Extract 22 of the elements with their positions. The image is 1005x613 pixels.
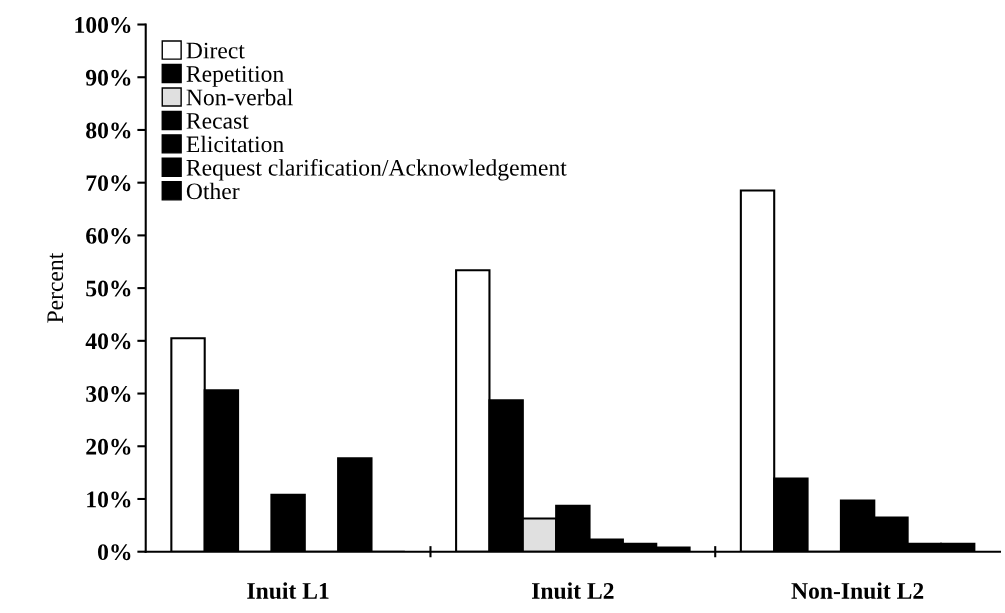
y-tick-label: 20% <box>86 438 131 455</box>
legend-label: Recast <box>186 113 249 129</box>
legend-label: Elicitation <box>186 135 284 153</box>
x-tick-label: Non-Inuit L2 <box>791 582 924 599</box>
y-tick-label: 100% <box>75 17 131 34</box>
y-tick-label: 60% <box>86 227 131 244</box>
y-tick-label: 10% <box>87 491 131 508</box>
legend-label: Direct <box>186 42 245 59</box>
x-tick-label: Inuit L1 <box>247 582 329 599</box>
legend-label: Repetition <box>186 66 284 87</box>
y-tick-label: 90% <box>85 69 131 86</box>
y-tick-label: 80% <box>86 122 131 139</box>
legend-label: Other <box>186 182 240 200</box>
y-tick-label: 70% <box>86 175 131 192</box>
y-tick-label: 30% <box>86 386 131 403</box>
y-axis-title: Percent <box>47 252 64 323</box>
y-tick-label: 40% <box>85 333 131 350</box>
x-tick-label: Inuit L2 <box>531 582 614 599</box>
y-tick-label: 50% <box>86 280 131 297</box>
y-tick-label: 0% <box>98 544 131 561</box>
legend-label: Request clarification/Acknowledgement <box>186 158 567 181</box>
legend-label: Non-verbal <box>186 88 293 106</box>
